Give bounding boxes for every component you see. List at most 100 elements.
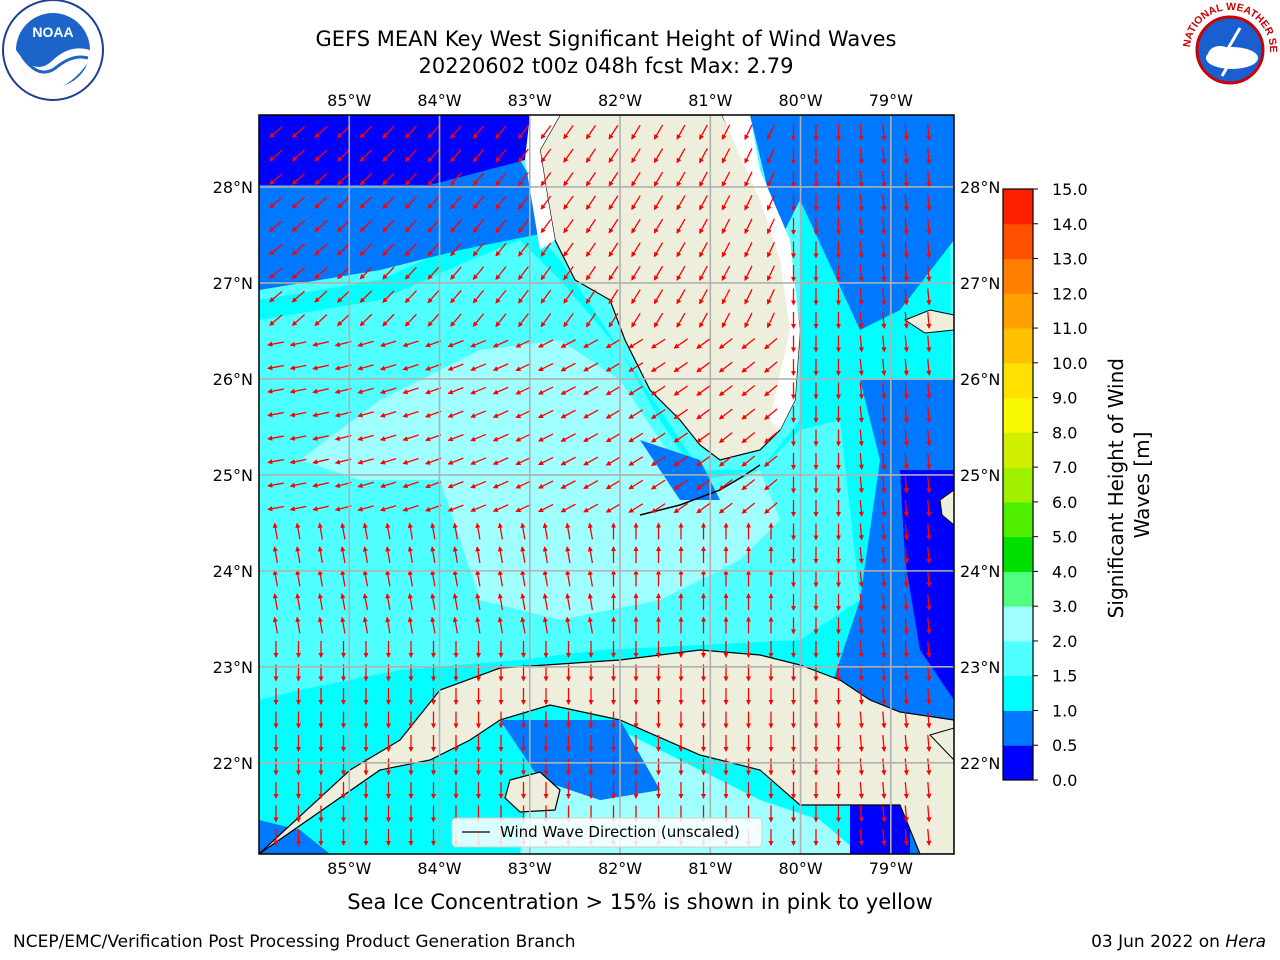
wave-arrow (881, 194, 887, 212)
wave-arrow (741, 337, 756, 350)
colorbar-tick: 1.0 (1052, 701, 1077, 720)
wave-arrow (520, 546, 526, 563)
wave-arrow (385, 593, 391, 610)
wave-arrow (359, 219, 373, 233)
wave-arrow (295, 569, 301, 587)
wave-arrow (537, 433, 554, 442)
wave-arrow (382, 125, 395, 139)
wave-arrow (382, 243, 395, 256)
wave-arrow (359, 313, 373, 327)
colorbar-swatch (1003, 640, 1033, 677)
wave-arrow (608, 242, 619, 258)
wave-arrow (858, 170, 864, 189)
wave-arrow (289, 458, 307, 465)
wave-arrow (537, 339, 554, 348)
wave-arrow (359, 266, 373, 280)
wave-arrow (764, 361, 778, 373)
wave-arrow (495, 289, 507, 304)
wave-arrow (470, 386, 487, 395)
wave-arrow (673, 385, 688, 396)
wave-arrow (430, 546, 436, 563)
wave-arrow (605, 409, 621, 419)
wave-arrow (447, 363, 464, 371)
wave-arrow (926, 570, 932, 588)
wave-arrow (631, 242, 641, 258)
wave-arrow (427, 196, 440, 210)
wave-arrow (336, 149, 350, 162)
colorbar-swatch (1003, 223, 1033, 260)
wave-arrow (515, 339, 532, 348)
wave-arrow (718, 385, 733, 396)
wave-arrow (495, 172, 507, 187)
legend-label: Wind Wave Direction (unscaled) (500, 823, 740, 841)
wave-arrow (741, 408, 756, 420)
colorbar-swatch (1003, 467, 1033, 503)
wave-arrow (312, 364, 329, 371)
wave-arrow (475, 593, 481, 610)
wave-arrow (744, 289, 753, 305)
wave-arrow (721, 171, 731, 188)
wave-arrow (430, 616, 436, 634)
wave-arrow (450, 219, 462, 233)
wave-arrow (903, 593, 909, 612)
wave-arrow (379, 505, 397, 512)
wave-arrow (628, 503, 644, 513)
wave-arrow (903, 570, 909, 588)
wave-arrow (540, 219, 552, 234)
lon-label: 83°W (508, 91, 552, 110)
wave-arrow (926, 405, 932, 424)
wave-arrow (382, 290, 395, 303)
wave-arrow (379, 434, 397, 442)
sea-ice-caption: Sea Ice Concentration > 15% is shown in … (347, 890, 933, 914)
wave-arrow (926, 758, 932, 776)
wave-arrow (520, 569, 526, 587)
wave-arrow (696, 432, 711, 443)
wave-arrow (272, 546, 279, 563)
wave-arrow (563, 313, 574, 328)
wave-arrow (269, 267, 283, 279)
wave-arrow (608, 218, 619, 234)
wave-arrow (450, 149, 462, 163)
wave-arrow (450, 125, 462, 139)
lon-label: 85°W (327, 859, 371, 878)
wave-arrow (447, 410, 464, 418)
wave-arrow (585, 289, 597, 304)
wind-wave-direction-arrows (267, 123, 932, 847)
wave-arrow (721, 242, 731, 258)
wave-arrow (881, 217, 887, 236)
wave-arrow (495, 313, 507, 328)
lat-label: 22°N (213, 754, 253, 773)
wave-arrow (450, 243, 462, 257)
wave-arrow (881, 382, 887, 400)
wave-arrow (699, 289, 708, 305)
wave-arrow (402, 410, 419, 418)
wave-arrow (495, 148, 507, 163)
wave-arrow (926, 382, 932, 400)
wave-arrow (269, 290, 283, 303)
wave-arrow (858, 593, 864, 612)
wave-arrow (858, 194, 864, 212)
wave-arrow (903, 429, 909, 447)
wave-arrow (540, 266, 552, 281)
colorbar-tick: 12.0 (1052, 284, 1088, 303)
wave-arrow (903, 123, 909, 142)
wave-arrow (631, 171, 641, 187)
colorbar-tick: 0.5 (1052, 736, 1077, 755)
wave-arrow (699, 265, 708, 281)
title-line-1: GEFS MEAN Key West Significant Height of… (315, 27, 897, 51)
florida-keys (639, 464, 761, 516)
wave-arrow (628, 432, 644, 443)
wave-arrow (291, 314, 305, 326)
wave-arrow (744, 242, 753, 258)
wave-arrow (272, 569, 279, 587)
wave-arrow (903, 405, 909, 424)
wave-arrow (605, 479, 621, 490)
wave-arrow (515, 410, 532, 418)
wave-arrow (583, 386, 599, 395)
wave-arrow (858, 758, 864, 776)
wave-arrow (926, 288, 932, 306)
wave-arrow (858, 429, 864, 447)
wave-arrow (858, 405, 864, 424)
wave-arrow (357, 340, 374, 348)
wave-arrow (518, 242, 529, 257)
